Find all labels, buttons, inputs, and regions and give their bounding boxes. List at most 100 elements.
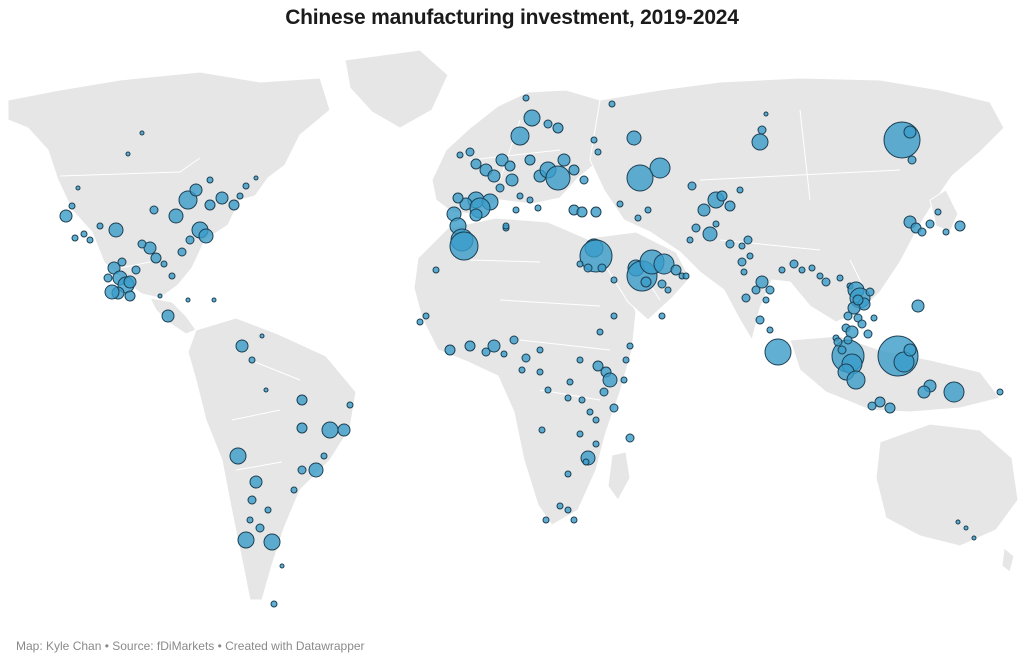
investment-bubble [740, 268, 748, 276]
investment-bubble [512, 206, 520, 214]
investment-bubble [971, 535, 977, 541]
investment-bubble [755, 315, 765, 325]
country-border [719, 239, 821, 251]
investment-bubble [228, 199, 240, 211]
investment-bubble [578, 396, 586, 404]
investment-bubble [808, 264, 816, 272]
investment-bubble [616, 200, 624, 208]
investment-bubble [259, 333, 265, 339]
investment-bubble [955, 519, 961, 525]
investment-bubble [724, 200, 736, 212]
investment-bubble [649, 157, 671, 179]
investment-bubble [843, 335, 853, 345]
investment-bubble [71, 234, 79, 242]
source-credit: Map: Kyle Chan • Source: fDiMarkets • Cr… [16, 639, 365, 653]
investment-bubble [865, 287, 875, 297]
investment-bubble [657, 279, 667, 289]
investment-bubble [883, 121, 921, 159]
investment-bubble [500, 350, 508, 358]
investment-bubble [925, 219, 935, 229]
investment-bubble [626, 130, 642, 146]
investment-bubble [249, 475, 263, 489]
investment-bubble [863, 329, 873, 339]
investment-bubble [857, 319, 867, 329]
investment-bubble [737, 257, 747, 267]
investment-bubble [149, 205, 159, 215]
investment-bubble [123, 275, 137, 289]
investment-bubble [103, 273, 113, 283]
investment-bubble [590, 136, 598, 144]
investment-bubble [131, 265, 141, 275]
investment-bubble [751, 285, 761, 295]
investment-bubble [789, 259, 799, 269]
investment-bubble [682, 272, 690, 280]
investment-bubble [843, 311, 853, 321]
investment-bubble [432, 266, 440, 274]
investment-bubble [712, 220, 720, 228]
investment-bubble [610, 276, 618, 284]
investment-bubble [625, 433, 635, 443]
investment-bubble [185, 297, 191, 303]
investment-bubble [481, 347, 491, 357]
investment-bubble [157, 293, 163, 299]
investment-bubble [321, 421, 339, 439]
investment-bubble [150, 252, 162, 264]
greenland-land [344, 49, 449, 129]
investment-bubble [576, 430, 584, 438]
investment-bubble [816, 272, 824, 280]
investment-bubble [763, 111, 769, 117]
investment-bubble [686, 236, 694, 244]
investment-bubble [743, 235, 753, 245]
country-border [699, 169, 901, 181]
investment-bubble [469, 208, 483, 222]
investment-bubble [464, 340, 476, 352]
country-border [519, 339, 611, 351]
investment-bubble [248, 356, 256, 364]
investment-bubble [161, 309, 175, 323]
investment-bubble [168, 272, 176, 280]
investment-bubble [137, 239, 147, 249]
investment-bubble [246, 516, 254, 524]
investment-bubble [206, 176, 214, 184]
investment-bubble [534, 204, 542, 212]
country-border [59, 157, 201, 177]
investment-bubble [610, 312, 618, 320]
investment-bubble [524, 154, 536, 166]
investment-bubble [755, 275, 769, 289]
investment-bubble [576, 206, 588, 218]
investment-bubble [557, 153, 571, 167]
investment-bubble [741, 293, 751, 303]
investment-bubble [725, 239, 735, 249]
new-zealand-land [1001, 547, 1015, 573]
country-border [249, 359, 301, 381]
investment-bubble [836, 274, 844, 282]
investment-bubble [596, 328, 604, 336]
investment-bubble [564, 506, 572, 514]
investment-bubbles [59, 94, 1004, 608]
investment-bubble [702, 226, 718, 242]
investment-bubble [762, 296, 770, 304]
investment-bubble [846, 370, 866, 390]
investment-bubble [658, 312, 666, 320]
investment-bubble [253, 175, 259, 181]
investment-bubble [599, 387, 609, 397]
investment-bubble [242, 182, 250, 190]
investment-bubble [487, 169, 501, 183]
investment-bubble [963, 525, 969, 531]
investment-bubble [526, 196, 534, 204]
investment-bubble [821, 277, 831, 287]
investment-bubble [798, 266, 806, 274]
investment-bubble [518, 366, 526, 374]
investment-bubble [566, 378, 574, 386]
investment-bubble [521, 353, 531, 363]
investment-bubble [416, 318, 424, 326]
investment-bubble [204, 199, 216, 211]
investment-bubble [917, 227, 927, 237]
investment-bubble [996, 388, 1004, 396]
investment-bubble [544, 386, 552, 394]
investment-bubble [189, 183, 203, 197]
investment-bubble [290, 486, 298, 494]
investment-bubble [255, 523, 265, 533]
country-border [799, 109, 811, 201]
investment-bubble [211, 297, 217, 303]
